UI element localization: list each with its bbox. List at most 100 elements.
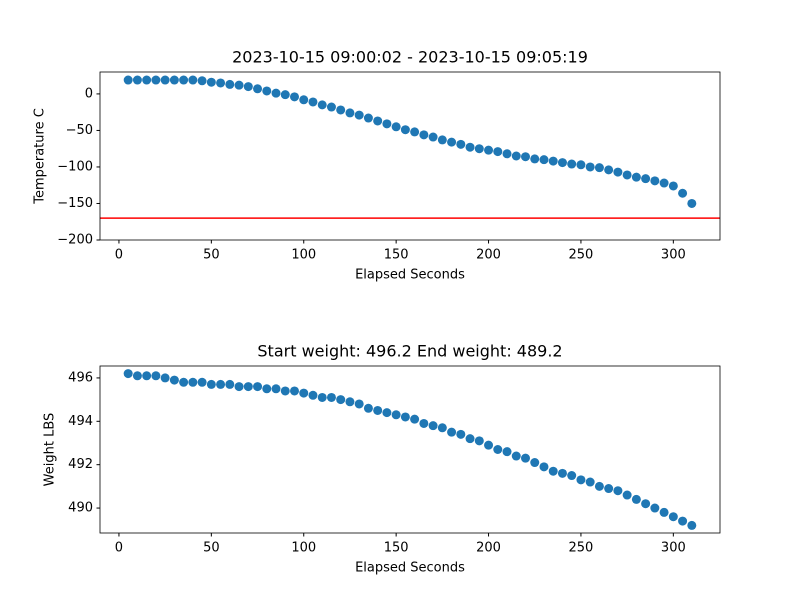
data-point (354, 399, 364, 409)
data-point (520, 152, 530, 162)
data-point (253, 84, 263, 94)
data-point (447, 427, 457, 437)
data-point (557, 158, 567, 168)
data-point (502, 447, 512, 457)
data-point (373, 116, 383, 126)
data-point (400, 125, 410, 135)
data-point (188, 377, 198, 387)
data-point (530, 154, 540, 164)
x-tick-label: 50 (203, 248, 220, 263)
data-point (650, 176, 660, 186)
data-point (530, 458, 540, 468)
data-point (437, 423, 447, 433)
x-tick-label: 250 (569, 541, 594, 556)
data-point (687, 198, 697, 208)
data-point (668, 512, 678, 522)
data-point (308, 97, 318, 107)
data-point (410, 414, 420, 424)
data-point (243, 382, 253, 392)
data-point (363, 403, 373, 413)
data-point (336, 105, 346, 115)
data-point (604, 165, 614, 175)
data-point (456, 429, 466, 439)
y-axis-label: Weight LBS (43, 413, 58, 487)
data-point (243, 82, 253, 92)
data-point (437, 135, 447, 145)
data-point (419, 130, 429, 140)
data-point (641, 499, 651, 509)
data-point (391, 410, 401, 420)
x-tick-label: 0 (115, 248, 123, 263)
chart-title: 2023-10-15 09:00:02 - 2023-10-15 09:05:1… (232, 48, 588, 67)
data-point (123, 75, 133, 85)
y-tick-label: −150 (57, 196, 93, 211)
data-point (567, 471, 577, 481)
data-point (326, 102, 336, 112)
x-axis-label: Elapsed Seconds (355, 268, 465, 283)
data-point (613, 486, 623, 496)
data-point (659, 178, 669, 188)
data-point (391, 122, 401, 132)
data-point (345, 108, 355, 118)
data-point (363, 113, 373, 123)
data-point (271, 384, 281, 394)
data-point (216, 78, 226, 88)
data-point (419, 418, 429, 428)
x-tick-label: 300 (661, 541, 686, 556)
data-point (197, 377, 207, 387)
data-point (317, 100, 327, 110)
data-point (493, 445, 503, 454)
x-tick-label: 150 (384, 541, 409, 556)
data-point (631, 172, 641, 182)
y-tick-label: −100 (57, 159, 93, 174)
y-tick-label: 496 (68, 370, 93, 385)
data-point (548, 156, 558, 166)
data-point (576, 475, 586, 485)
data-point (206, 379, 216, 389)
data-point (160, 75, 170, 85)
data-point (253, 382, 263, 392)
data-point (151, 75, 161, 85)
data-point (622, 490, 632, 500)
data-point (687, 520, 697, 530)
data-point (197, 76, 207, 86)
data-point (474, 144, 484, 154)
data-point (474, 436, 484, 446)
data-point (548, 466, 558, 476)
data-point (668, 181, 678, 191)
data-point (160, 373, 170, 383)
data-point (447, 137, 457, 147)
data-point (465, 434, 475, 444)
data-point (262, 384, 272, 394)
x-tick-label: 100 (291, 248, 316, 263)
data-point (594, 481, 604, 491)
data-point (299, 388, 309, 398)
data-point (317, 392, 327, 402)
data-point (262, 86, 272, 96)
y-tick-label: 494 (68, 414, 93, 429)
data-point (410, 127, 420, 137)
data-point (132, 75, 142, 85)
data-point (539, 462, 549, 472)
y-tick-label: −50 (66, 123, 93, 138)
y-axis-label: Temperature C (33, 108, 48, 205)
axes-frame (99, 71, 721, 241)
data-point (382, 119, 392, 129)
data-point (631, 494, 641, 504)
data-point (308, 390, 318, 400)
data-point (225, 379, 235, 389)
data-point (271, 88, 281, 98)
data-point (225, 79, 235, 89)
data-point (511, 151, 521, 161)
data-point (169, 375, 179, 385)
data-point (123, 369, 133, 379)
data-point (557, 468, 567, 478)
data-point (594, 163, 604, 173)
x-tick-label: 200 (476, 541, 501, 556)
data-point (428, 132, 438, 142)
data-point (336, 395, 346, 405)
axes-frame (99, 365, 721, 534)
data-point (678, 516, 688, 526)
data-point (179, 377, 189, 387)
